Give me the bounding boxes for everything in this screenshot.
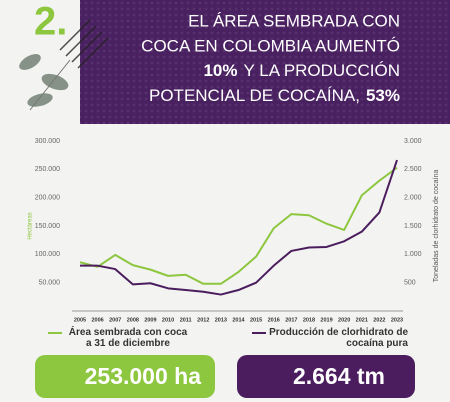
series-line	[80, 159, 398, 296]
x-tick-label: 2021	[356, 317, 368, 323]
x-tick-label: 2005	[74, 317, 86, 323]
title-line: COCA EN COLOMBIA AUMENTÓ	[141, 36, 400, 55]
x-tick-label: 2008	[127, 317, 139, 323]
x-tick-label: 2009	[144, 317, 156, 323]
title-part: Y LA PRODUCCIÓN	[243, 61, 400, 80]
series-line	[79, 166, 398, 285]
section-number: 2.	[34, 0, 67, 44]
legend-swatch	[48, 332, 62, 334]
x-tick-label: 2018	[303, 317, 315, 323]
x-tick-label: 2015	[250, 317, 262, 323]
title-bold: 53%	[366, 86, 400, 105]
x-tick-label: 2023	[391, 317, 403, 323]
y2-axis-label: Toneladas de clorhidrato de cocaína	[433, 170, 440, 283]
title-line: EL ÁREA SEMBRADA CON	[188, 11, 400, 30]
y2-tick-label: 1.000	[404, 251, 422, 258]
leaf-decoration	[19, 19, 109, 111]
x-tick-label: 2022	[373, 317, 385, 323]
x-tick-label: 2019	[320, 317, 332, 323]
x-tick-label: 2014	[232, 317, 245, 323]
y-axis-label: Hectáreas	[28, 212, 34, 239]
x-tick-label: 2006	[91, 317, 103, 323]
x-tick-label: 2020	[338, 317, 350, 323]
x-tick-label: 2013	[215, 317, 227, 323]
x-tick-label: 2012	[197, 317, 209, 323]
legend-swatch	[252, 332, 266, 334]
stat-value: 2.664 tm	[292, 363, 385, 389]
y-tick-label: 50.000	[39, 280, 61, 287]
stat-box: 253.000 ha	[35, 355, 215, 398]
y2-tick-label: 2.000	[404, 195, 422, 202]
title: EL ÁREA SEMBRADA CON COCA EN COLOMBIA AU…	[141, 11, 400, 105]
x-tick-label: 2007	[109, 317, 121, 323]
y2-tick-label: 2.500	[404, 166, 422, 173]
title-bold: 10%	[203, 61, 237, 80]
x-tick-label: 2010	[162, 317, 174, 323]
legend-entry: Área sembrada con coca a 31 de diciembre	[68, 327, 188, 349]
y-tick-label: 150.000	[35, 223, 60, 230]
y2-tick-label: 3.000	[404, 138, 422, 145]
legend-entry: Producción de clorhidrato de cocaína pur…	[269, 327, 408, 349]
y2-tick-label: 1.500	[404, 223, 422, 230]
banner	[80, 0, 450, 124]
y2-tick-label: 500	[404, 280, 416, 287]
title-line: 10% Y LA PRODUCCIÓN	[203, 61, 400, 80]
title-line: POTENCIAL DE COCAÍNA, 53%	[149, 86, 400, 105]
x-tick-label: 2011	[180, 317, 192, 323]
x-tick-label: 2016	[268, 317, 280, 323]
y-tick-label: 200.000	[35, 195, 60, 202]
stat-box: 2.664 tm	[237, 355, 415, 398]
y-tick-label: 100.000	[35, 251, 60, 258]
y-tick-label: 300.000	[35, 138, 60, 145]
stat-value: 253.000 ha	[84, 363, 201, 389]
x-tick-label: 2017	[285, 317, 297, 323]
y-tick-label: 250.000	[35, 166, 60, 173]
title-part: POTENCIAL DE COCAÍNA,	[149, 86, 360, 105]
